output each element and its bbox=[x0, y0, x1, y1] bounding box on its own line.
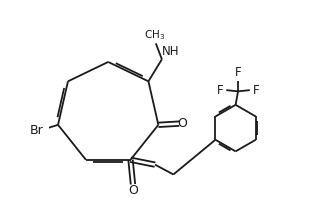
Text: CH$_3$: CH$_3$ bbox=[144, 28, 165, 42]
Text: F: F bbox=[235, 66, 241, 79]
Text: F: F bbox=[253, 84, 260, 97]
Text: Br: Br bbox=[30, 124, 44, 137]
Text: O: O bbox=[178, 117, 188, 130]
Text: NH: NH bbox=[162, 45, 179, 58]
Text: F: F bbox=[217, 84, 223, 97]
Text: O: O bbox=[128, 184, 138, 197]
